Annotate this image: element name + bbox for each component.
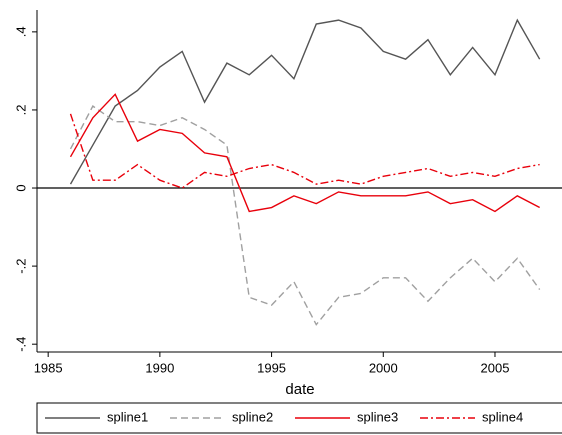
x-axis-title: date	[285, 381, 314, 398]
x-tick-label: 1985	[34, 360, 63, 375]
x-tick-label: 2000	[369, 360, 398, 375]
y-tick-label: .4	[13, 26, 28, 37]
legend-label: spline3	[357, 409, 398, 424]
x-tick-label: 2005	[481, 360, 510, 375]
x-tick-label: 1995	[257, 360, 286, 375]
x-tick-label: 1990	[145, 360, 174, 375]
y-tick-label: -.4	[13, 337, 28, 352]
legend-label: spline4	[482, 409, 523, 424]
series-line	[69, 18, 541, 185]
series-line	[69, 113, 540, 189]
legend-label: spline2	[232, 409, 273, 424]
y-tick-label: 0	[13, 184, 28, 191]
y-tick-label: -.2	[13, 259, 28, 274]
series-line	[69, 93, 540, 213]
legend-label: spline1	[107, 409, 148, 424]
y-tick-label: .2	[13, 105, 28, 116]
series-line	[69, 105, 541, 326]
